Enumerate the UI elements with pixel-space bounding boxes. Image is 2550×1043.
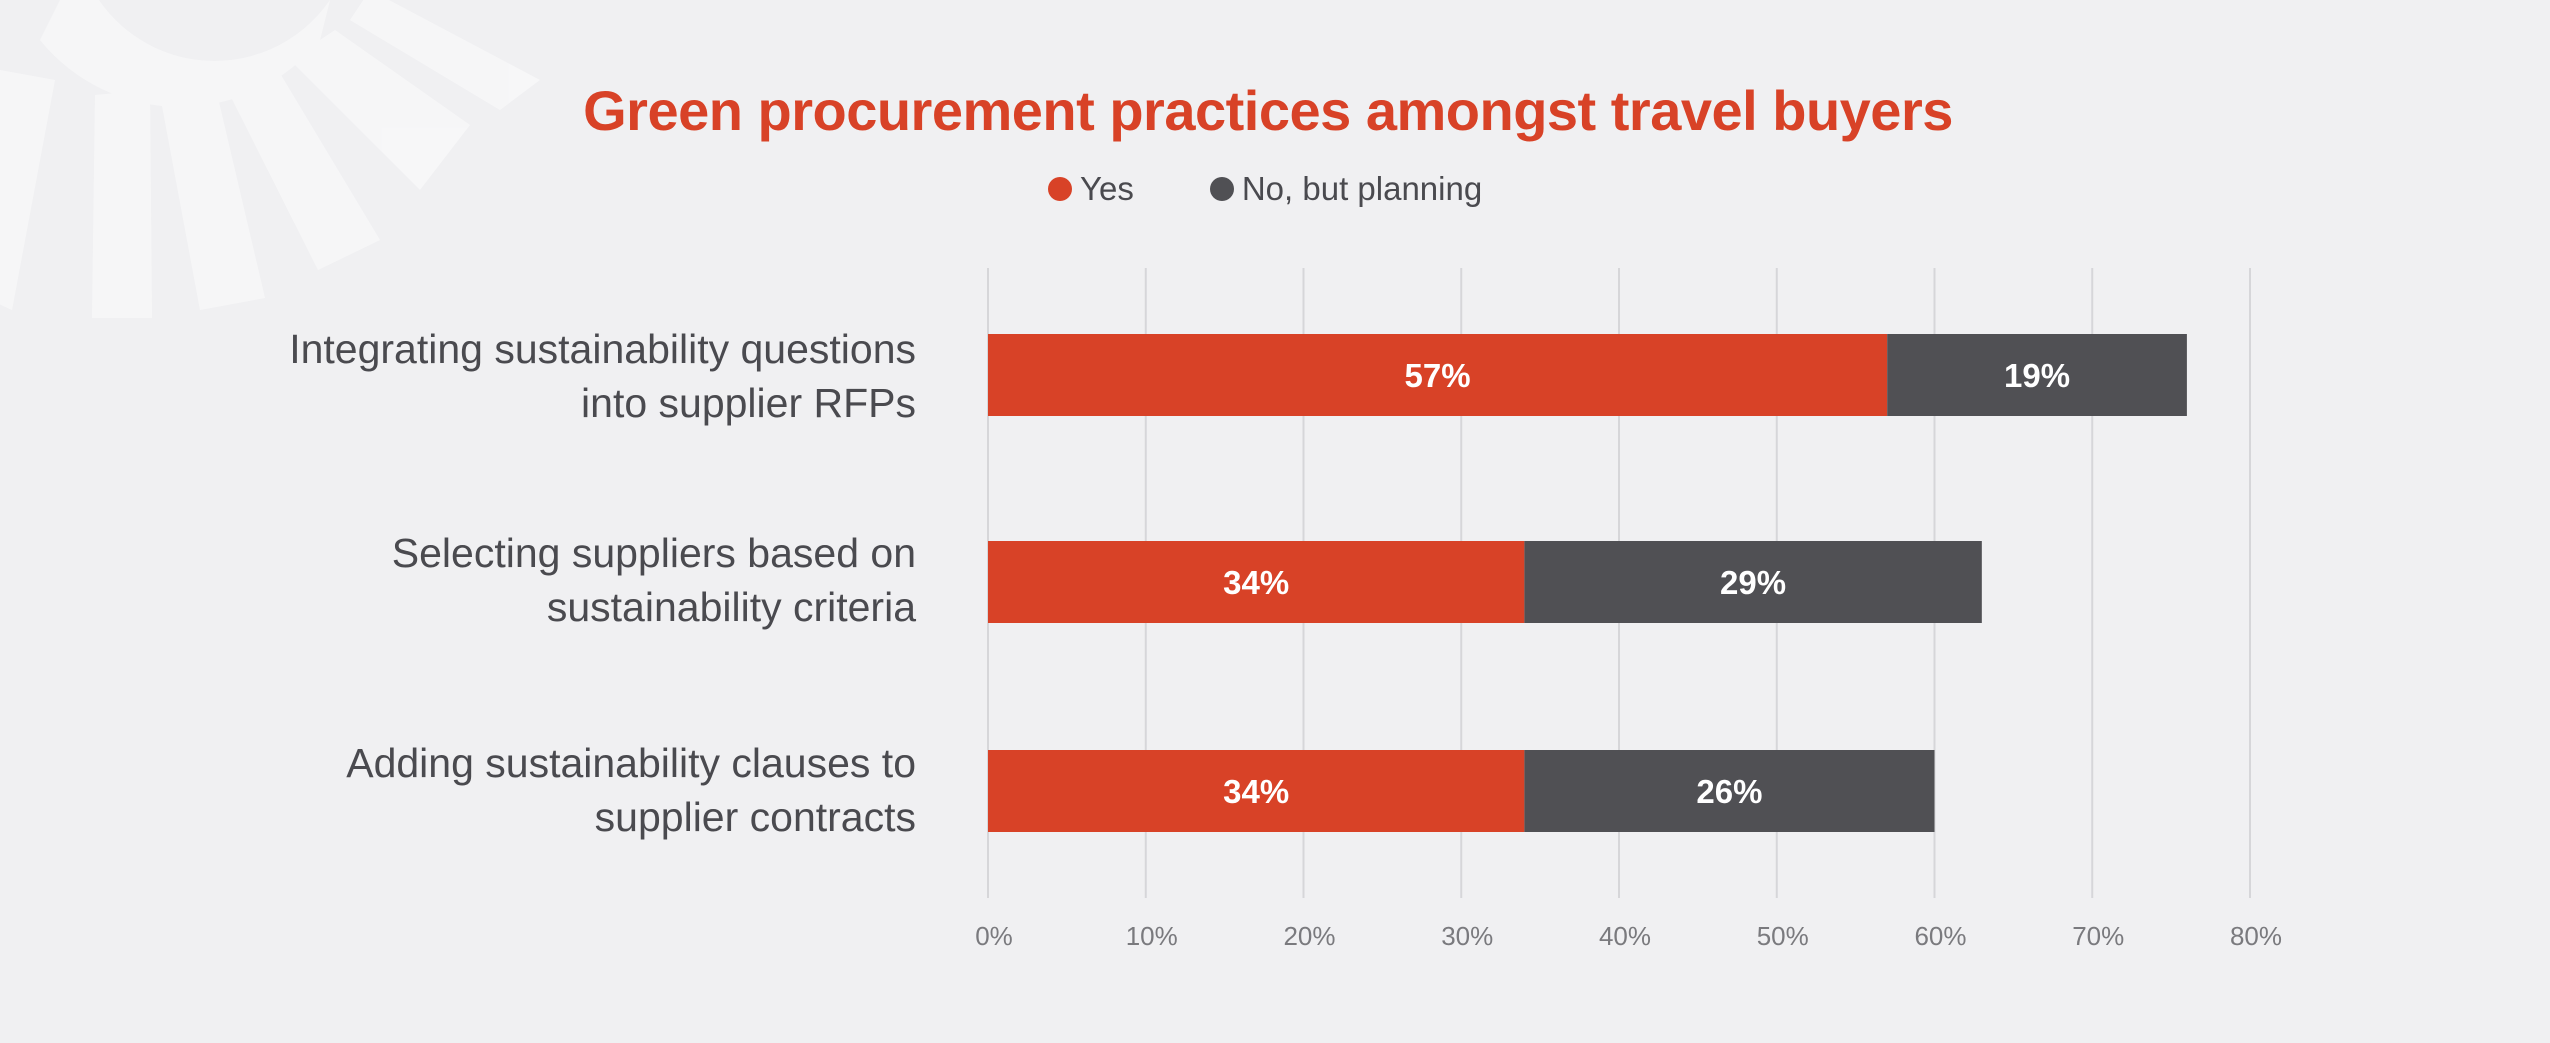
bar-yes-1 — [988, 334, 1888, 416]
chart-legend: Yes No, but planning — [1048, 170, 1558, 208]
bar-yes-3 — [988, 750, 1525, 832]
legend-swatch-yes — [1048, 177, 1072, 201]
category-label-clauses: Adding sustainability clauses to supplie… — [156, 736, 916, 844]
data-label-yes-3: 34% — [1223, 773, 1289, 810]
category-label-clauses-line-2: supplier contracts — [594, 794, 916, 840]
bar-yes-2 — [988, 541, 1525, 623]
x-tick-label-50: 50% — [1757, 921, 1809, 951]
legend-item-yes: Yes — [1048, 170, 1134, 208]
chart-title: Green procurement practices amongst trav… — [583, 79, 1953, 142]
x-tick-label-60: 60% — [1914, 921, 1966, 951]
category-label-selecting-line-1: Selecting suppliers based on — [391, 530, 916, 576]
legend-swatch-planning — [1209, 177, 1234, 201]
bar-planning-1 — [1887, 334, 2187, 416]
category-label-rfps-line-1: Integrating sustainability questions — [289, 326, 916, 372]
decorative-sunburst — [0, 0, 540, 318]
category-label-selecting: Selecting suppliers based on sustainabil… — [156, 526, 916, 634]
legend-item-planning: No, but planning — [1209, 170, 1483, 208]
bar-planning-3 — [1524, 750, 1935, 832]
legend-label-yes: Yes — [1080, 170, 1134, 207]
category-label-clauses-line-1: Adding sustainability clauses to — [346, 740, 916, 786]
data-label-planning-2: 29% — [1720, 564, 1786, 601]
data-label-planning-3: 26% — [1696, 773, 1762, 810]
x-tick-label-70: 70% — [2072, 921, 2124, 951]
data-label-yes-2: 34% — [1223, 564, 1289, 601]
category-label-rfps: Integrating sustainability questions int… — [156, 322, 916, 430]
x-tick-label-0: 0% — [975, 921, 1013, 951]
x-tick-label-10: 10% — [1126, 921, 1178, 951]
bar-planning-2 — [1524, 541, 1982, 623]
x-tick-label-20: 20% — [1283, 921, 1335, 951]
category-label-rfps-line-2: into supplier RFPs — [581, 380, 916, 426]
x-tick-label-40: 40% — [1599, 921, 1651, 951]
category-label-selecting-line-2: sustainability criteria — [546, 584, 916, 630]
legend-label-planning: No, but planning — [1241, 170, 1483, 207]
x-tick-label-80: 80% — [2230, 921, 2282, 951]
data-label-yes-1: 57% — [1405, 357, 1471, 394]
data-label-planning-1: 19% — [2004, 357, 2070, 394]
x-tick-label-30: 30% — [1441, 921, 1493, 951]
